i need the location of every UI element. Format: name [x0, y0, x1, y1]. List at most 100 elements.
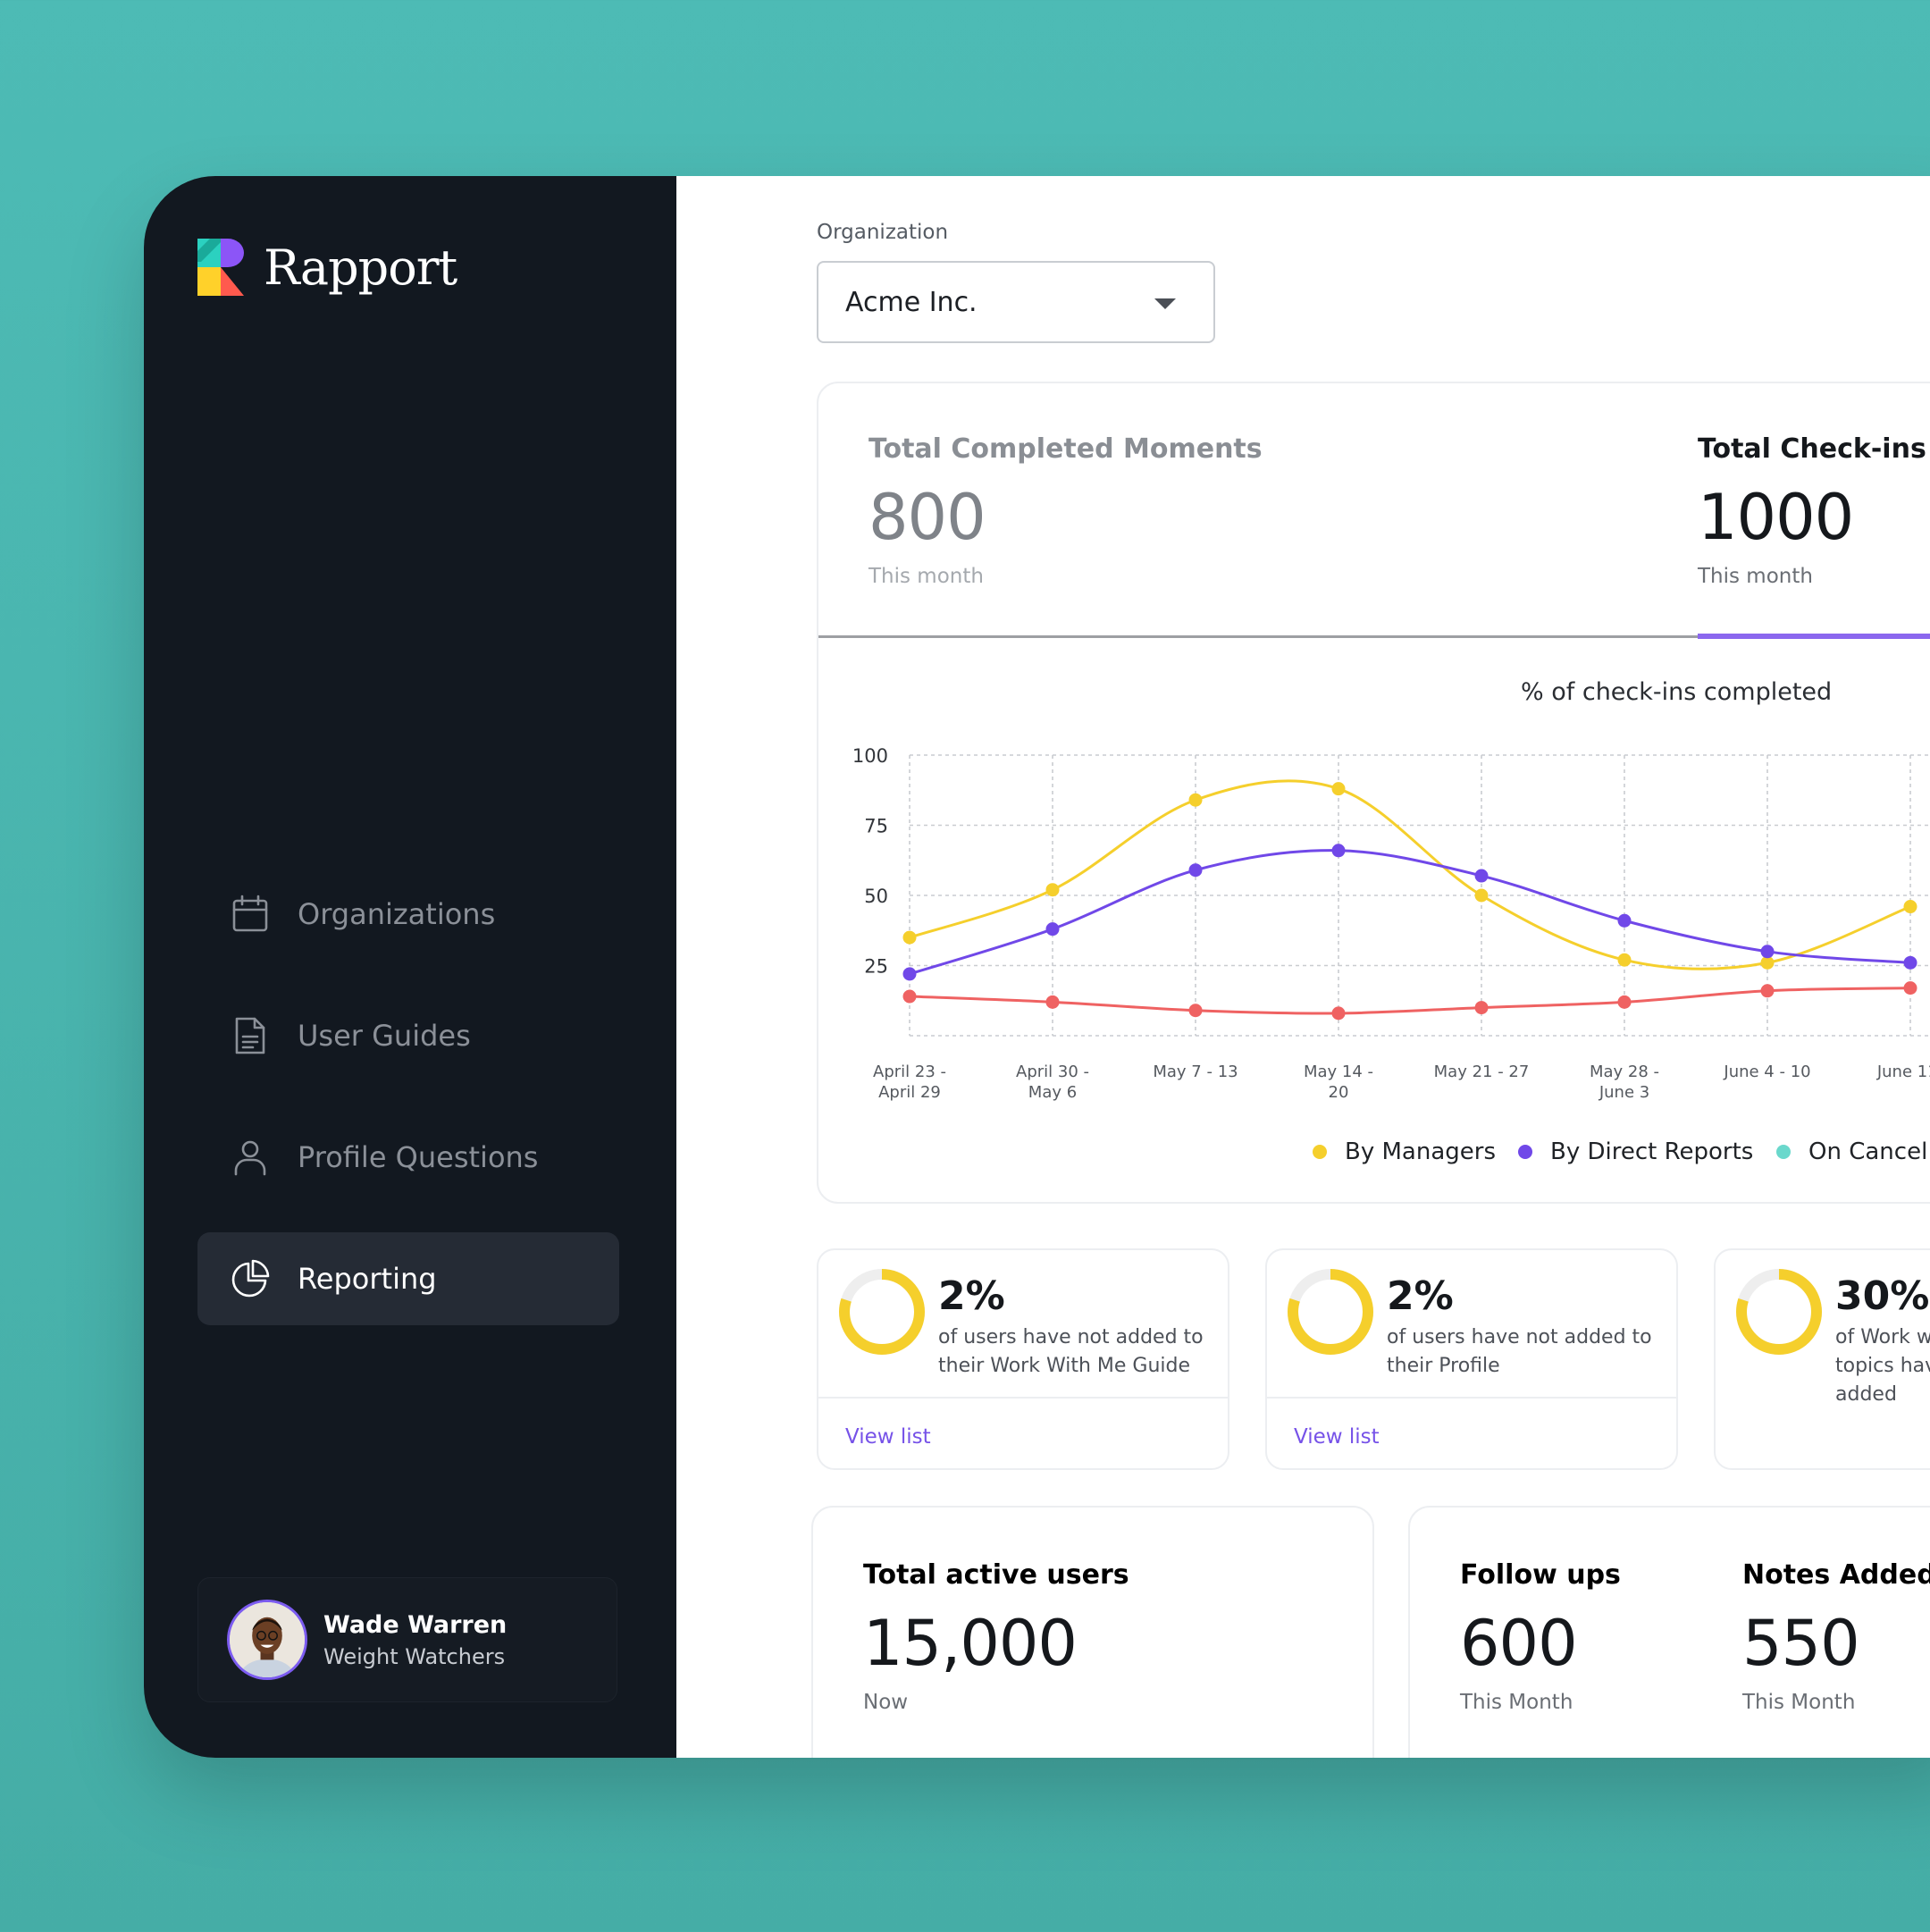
- sidebar-item-user-guides[interactable]: User Guides: [197, 989, 619, 1082]
- tab-divider: [818, 635, 1930, 638]
- stat-follow-ups: Follow ups 600 This Month: [1460, 1559, 1621, 1714]
- pie-chart-icon: [230, 1258, 271, 1299]
- x-tick-label: May 6: [1028, 1083, 1077, 1102]
- app-window: Rapport Organizations: [144, 176, 1930, 1758]
- document-icon: [230, 1015, 271, 1056]
- organization-label: Organization: [817, 221, 949, 244]
- data-point: [1045, 883, 1060, 897]
- progress-ring: [1736, 1269, 1822, 1355]
- topics-metric-card: 30% of Work w topics hav added: [1714, 1248, 1930, 1470]
- stat-subtitle: This Month: [1742, 1691, 1856, 1714]
- main-content: Organization Acme Inc. Total Completed M…: [676, 176, 1930, 1758]
- x-tick-label: June 4 - 10: [1723, 1063, 1810, 1081]
- user-profile-card[interactable]: Wade Warren Weight Watchers: [197, 1577, 617, 1702]
- stat-value: 600: [1460, 1607, 1578, 1680]
- stat-subtitle: This month: [868, 565, 984, 588]
- chart-title: % of check-ins completed: [1521, 678, 1833, 706]
- profile-metric-card: 2% of users have not added to their Prof…: [1265, 1248, 1678, 1470]
- organization-dropdown[interactable]: Acme Inc.: [817, 261, 1215, 343]
- sidebar-item-reporting[interactable]: Reporting: [197, 1232, 619, 1325]
- x-tick-label: May 14 -: [1304, 1063, 1373, 1081]
- x-tick-label: April 23 -: [873, 1063, 946, 1081]
- chevron-down-icon: [1154, 298, 1176, 309]
- metric-description: of Work w topics hav added: [1835, 1326, 1930, 1406]
- checkins-report-card: Total Completed Moments 800 This month T…: [817, 382, 1930, 1204]
- metric-description: of users have not added to their Profile: [1387, 1326, 1652, 1377]
- x-tick-label: May 28 -: [1590, 1063, 1659, 1081]
- data-point: [1903, 900, 1917, 914]
- x-tick-label: April 30 -: [1016, 1063, 1089, 1081]
- avatar: [227, 1600, 307, 1680]
- stat-notes-added: Notes Added 550 This Month: [1742, 1559, 1930, 1714]
- legend-item-direct-reports[interactable]: By Direct Reports: [1518, 1138, 1753, 1165]
- data-point: [1760, 945, 1775, 959]
- stat-value: 15,000: [863, 1607, 1078, 1680]
- data-point: [1045, 922, 1060, 937]
- metric-percentage: 2%: [938, 1273, 1005, 1319]
- data-point: [1760, 955, 1775, 970]
- stat-title: Total active users: [863, 1559, 1129, 1591]
- data-point: [1331, 844, 1346, 858]
- legend-marker: [1518, 1145, 1532, 1159]
- data-point: [1331, 782, 1346, 796]
- card-divider: [818, 1397, 1228, 1399]
- sidebar-item-profile-questions[interactable]: Profile Questions: [197, 1111, 619, 1204]
- legend-item-managers[interactable]: By Managers: [1313, 1138, 1496, 1165]
- tab-total-check-ins[interactable]: Total Check-ins 1000 This month: [1698, 433, 1926, 588]
- data-point: [1045, 995, 1060, 1009]
- y-tick-label: 25: [864, 956, 888, 978]
- stat-title: Total Check-ins: [1698, 433, 1926, 465]
- user-info: Wade Warren Weight Watchers: [323, 1611, 507, 1669]
- person-icon: [230, 1137, 271, 1178]
- app-name: Rapport: [264, 239, 457, 296]
- sidebar-item-label: Profile Questions: [298, 1140, 539, 1174]
- view-list-link[interactable]: View list: [1294, 1425, 1380, 1449]
- active-users-card: Total active users 15,000 Now: [811, 1506, 1374, 1758]
- metric-description: of users have not added to their Work Wi…: [938, 1326, 1204, 1377]
- stat-value: 800: [868, 481, 986, 554]
- y-tick-label: 75: [864, 816, 888, 837]
- stat-value: 550: [1742, 1607, 1860, 1680]
- data-point: [1617, 913, 1632, 928]
- progress-ring: [839, 1269, 925, 1355]
- data-point: [902, 930, 917, 945]
- card-divider: [1267, 1397, 1676, 1399]
- sidebar-item-label: Reporting: [298, 1262, 437, 1296]
- metric-percentage: 30%: [1835, 1273, 1930, 1319]
- stat-subtitle: This month: [1698, 565, 1813, 588]
- data-point: [1903, 955, 1917, 970]
- engagement-card: Follow ups 600 This Month Notes Added 55…: [1408, 1506, 1930, 1758]
- series-line-2: [909, 849, 1911, 976]
- legend-label: By Direct Reports: [1550, 1138, 1754, 1165]
- x-tick-label: April 29: [878, 1083, 941, 1102]
- stat-active-users: Total active users 15,000 Now: [863, 1559, 1129, 1714]
- stat-title: Total Completed Moments: [868, 433, 1263, 465]
- x-tick-label: May 7 - 13: [1153, 1063, 1238, 1081]
- logo[interactable]: Rapport: [197, 239, 457, 296]
- progress-ring: [1288, 1269, 1373, 1355]
- sidebar-nav: Organizations User Guides Profile Que: [197, 868, 619, 1354]
- sidebar-item-label: Organizations: [298, 897, 496, 931]
- x-tick-label: 20: [1329, 1083, 1349, 1102]
- calendar-icon: [230, 894, 271, 935]
- data-point: [1617, 995, 1632, 1009]
- legend-label: By Managers: [1345, 1138, 1496, 1165]
- stat-subtitle: This Month: [1460, 1691, 1573, 1714]
- stat-subtitle: Now: [863, 1691, 909, 1714]
- legend-item-on-cancel[interactable]: On Cancel: [1776, 1138, 1927, 1165]
- data-point: [902, 989, 917, 1004]
- data-point: [1188, 1004, 1203, 1018]
- y-tick-label: 100: [852, 745, 888, 767]
- data-point: [1760, 984, 1775, 998]
- view-list-link[interactable]: View list: [845, 1425, 931, 1449]
- y-tick-label: 50: [864, 886, 888, 907]
- legend-marker: [1776, 1145, 1791, 1159]
- sidebar-item-organizations[interactable]: Organizations: [197, 868, 619, 961]
- metric-percentage: 2%: [1387, 1273, 1454, 1319]
- user-organization: Weight Watchers: [323, 1643, 506, 1669]
- x-tick-label: June 11-: [1876, 1063, 1930, 1081]
- data-point: [1331, 1006, 1346, 1021]
- active-tab-indicator: [1698, 634, 1930, 639]
- data-point: [1188, 863, 1203, 878]
- tab-total-completed-moments[interactable]: Total Completed Moments 800 This month: [868, 433, 1263, 588]
